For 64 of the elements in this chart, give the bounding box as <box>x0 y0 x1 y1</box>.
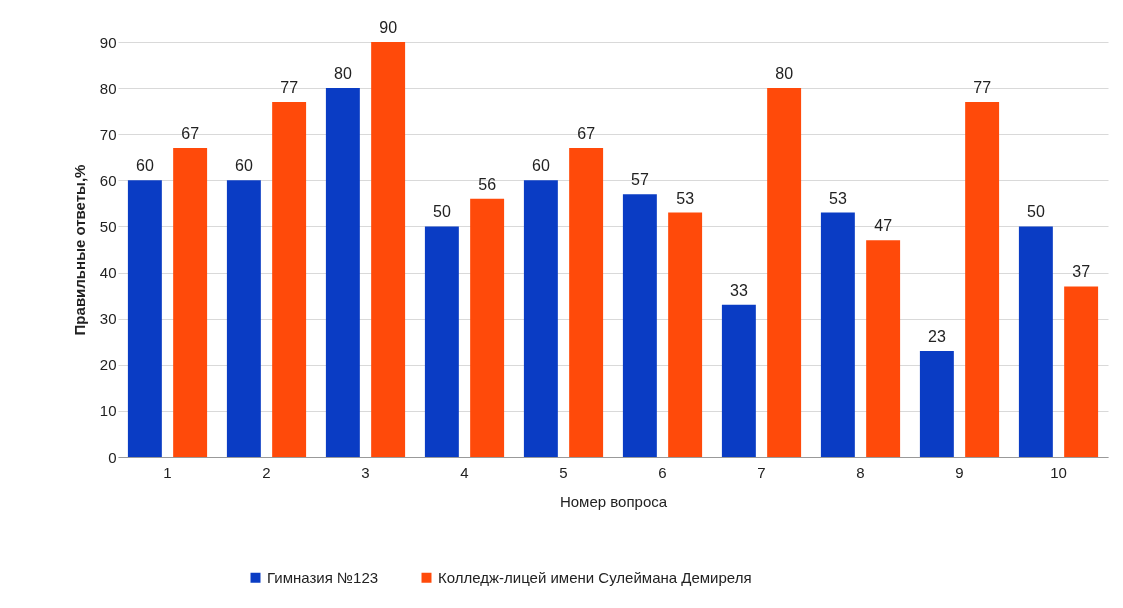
y-tick-label: 70 <box>99 125 117 143</box>
bar <box>226 180 261 457</box>
data-label: 57 <box>630 171 649 189</box>
x-tick-label: 7 <box>757 463 766 481</box>
bar <box>767 88 802 457</box>
bar <box>424 226 459 457</box>
data-label: 90 <box>379 19 398 36</box>
bar <box>569 148 604 457</box>
x-tick-label: 2 <box>262 463 271 481</box>
y-tick-label: 0 <box>108 448 117 466</box>
bar <box>820 212 855 457</box>
data-label: 37 <box>1072 263 1091 281</box>
data-label: 67 <box>181 125 200 143</box>
legend-label: Колледж-лицей имени Сулеймана Демиреля <box>438 568 752 586</box>
bar <box>272 101 307 457</box>
data-label: 60 <box>234 157 253 175</box>
data-label: 23 <box>927 327 946 345</box>
legend-label: Гимназия №123 <box>267 568 379 586</box>
x-tick-label: 9 <box>955 463 964 481</box>
y-tick-label: 80 <box>99 79 117 97</box>
x-tick-label: 1 <box>163 463 172 481</box>
y-tick-label: 40 <box>99 264 117 282</box>
data-label: 33 <box>729 281 748 299</box>
y-tick-label: 10 <box>99 402 117 420</box>
bar <box>523 180 558 457</box>
x-tick-label: 6 <box>658 463 667 481</box>
y-tick-label: 90 <box>99 33 117 51</box>
data-label: 80 <box>333 65 352 83</box>
x-axis-title: Номер вопроса <box>559 492 668 510</box>
x-tick-label: 8 <box>856 463 865 481</box>
data-label: 80 <box>775 65 794 83</box>
bar <box>721 304 756 457</box>
data-label: 60 <box>531 157 550 175</box>
data-label: 77 <box>280 78 299 96</box>
y-tick-label: 20 <box>99 356 117 374</box>
y-tick-label: 60 <box>99 171 117 189</box>
data-label: 60 <box>135 157 154 175</box>
y-axis-title: Правильные ответы,% <box>70 164 88 336</box>
bar <box>866 240 901 457</box>
bar <box>127 180 162 457</box>
bar <box>325 88 360 457</box>
bar <box>173 148 208 457</box>
x-tick-label: 3 <box>361 463 370 481</box>
data-label: 56 <box>478 175 497 193</box>
bar <box>1018 226 1053 457</box>
bar <box>919 350 954 457</box>
x-tick-label: 4 <box>460 463 469 481</box>
x-tick-label: 5 <box>559 463 568 481</box>
data-label: 50 <box>432 203 451 221</box>
x-tick-label: 10 <box>1050 463 1067 481</box>
bar <box>371 42 406 457</box>
bar <box>470 198 505 457</box>
y-tick-label: 50 <box>99 217 117 235</box>
data-label: 50 <box>1026 203 1045 221</box>
bar <box>1064 286 1099 457</box>
bar <box>668 212 703 457</box>
data-label: 53 <box>676 189 695 207</box>
bar <box>965 101 1000 457</box>
data-label: 77 <box>973 78 992 96</box>
y-tick-label: 30 <box>99 310 117 328</box>
data-label: 53 <box>828 189 847 207</box>
data-label: 47 <box>874 217 893 235</box>
data-label: 67 <box>577 125 596 143</box>
bar <box>622 194 657 457</box>
